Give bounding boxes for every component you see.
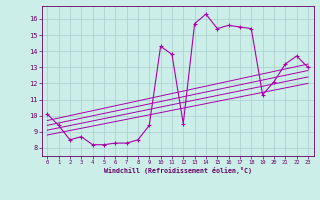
X-axis label: Windchill (Refroidissement éolien,°C): Windchill (Refroidissement éolien,°C) <box>104 167 252 174</box>
